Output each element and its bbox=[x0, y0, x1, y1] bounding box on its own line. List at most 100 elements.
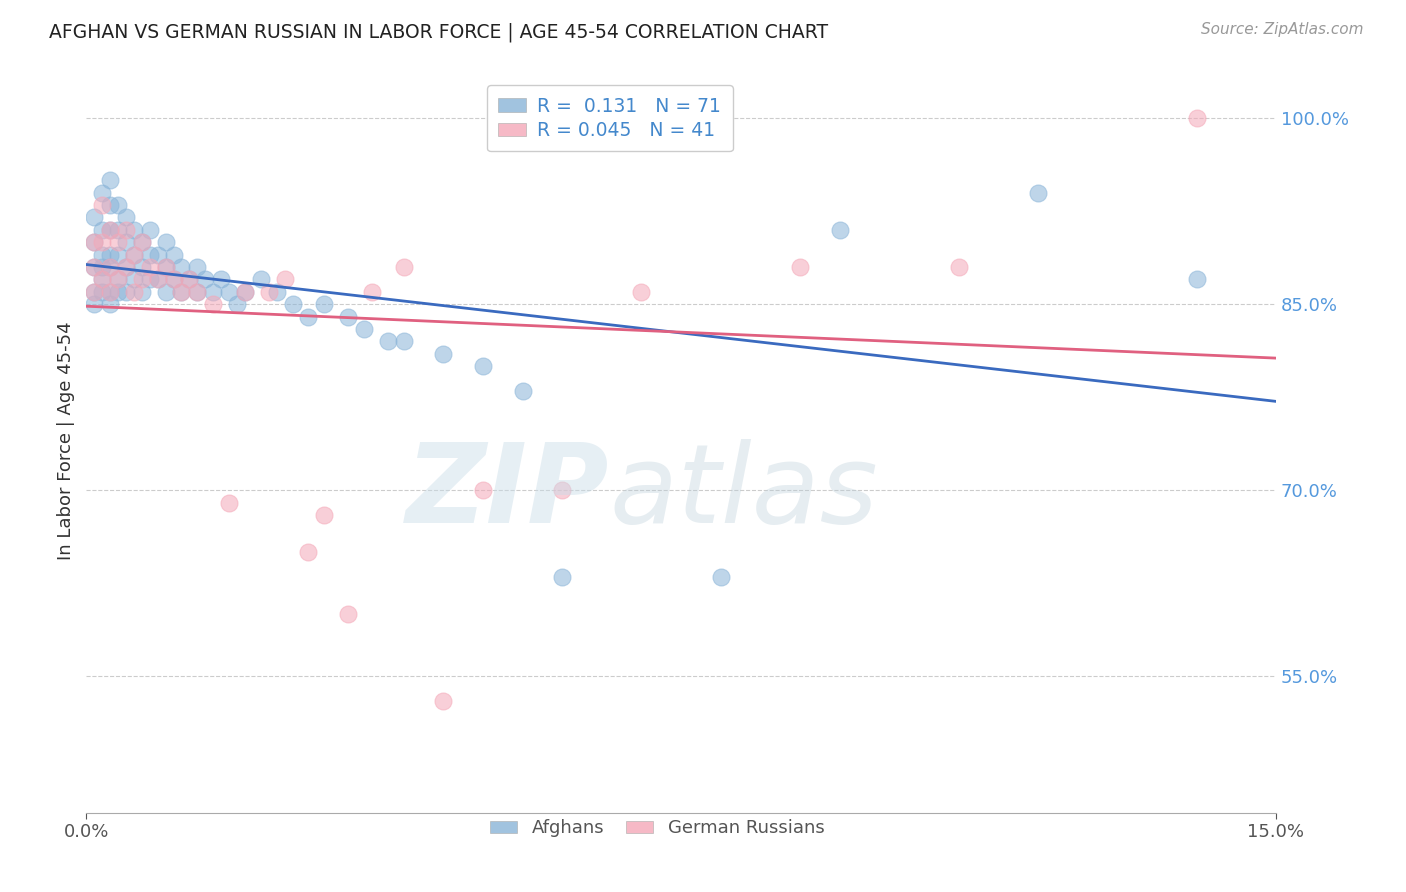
Point bbox=[83, 211, 105, 225]
Point bbox=[281, 297, 304, 311]
Point bbox=[91, 260, 114, 274]
Point bbox=[194, 272, 217, 286]
Point bbox=[115, 260, 138, 274]
Point bbox=[107, 285, 129, 299]
Point bbox=[162, 247, 184, 261]
Point bbox=[353, 322, 375, 336]
Point bbox=[170, 285, 193, 299]
Point bbox=[83, 285, 105, 299]
Point bbox=[139, 223, 162, 237]
Point bbox=[314, 297, 336, 311]
Point bbox=[131, 260, 153, 274]
Point bbox=[91, 285, 114, 299]
Point bbox=[1026, 186, 1049, 200]
Point bbox=[1185, 111, 1208, 125]
Point bbox=[122, 272, 145, 286]
Point bbox=[551, 570, 574, 584]
Point bbox=[392, 260, 415, 274]
Point bbox=[107, 198, 129, 212]
Point bbox=[91, 247, 114, 261]
Point bbox=[146, 247, 169, 261]
Point bbox=[107, 247, 129, 261]
Point bbox=[98, 285, 121, 299]
Point bbox=[471, 483, 494, 497]
Point bbox=[131, 285, 153, 299]
Point bbox=[98, 247, 121, 261]
Point bbox=[432, 694, 454, 708]
Point bbox=[98, 173, 121, 187]
Point bbox=[630, 285, 652, 299]
Point bbox=[122, 247, 145, 261]
Point bbox=[146, 272, 169, 286]
Point bbox=[131, 235, 153, 249]
Point bbox=[83, 235, 105, 249]
Point bbox=[115, 223, 138, 237]
Point bbox=[202, 297, 225, 311]
Point bbox=[122, 223, 145, 237]
Point bbox=[115, 285, 138, 299]
Point bbox=[257, 285, 280, 299]
Point bbox=[98, 297, 121, 311]
Point bbox=[107, 272, 129, 286]
Point bbox=[186, 260, 208, 274]
Point bbox=[107, 235, 129, 249]
Point bbox=[179, 272, 201, 286]
Point bbox=[226, 297, 249, 311]
Point bbox=[789, 260, 811, 274]
Legend: Afghans, German Russians: Afghans, German Russians bbox=[484, 812, 831, 845]
Point bbox=[131, 235, 153, 249]
Point bbox=[218, 285, 240, 299]
Point bbox=[186, 285, 208, 299]
Point bbox=[233, 285, 256, 299]
Point bbox=[155, 285, 177, 299]
Point bbox=[314, 508, 336, 522]
Point bbox=[337, 607, 360, 622]
Point bbox=[432, 347, 454, 361]
Point bbox=[98, 260, 121, 274]
Point bbox=[170, 285, 193, 299]
Point bbox=[98, 223, 121, 237]
Text: ZIP: ZIP bbox=[406, 439, 610, 546]
Point bbox=[297, 545, 319, 559]
Point bbox=[377, 334, 399, 349]
Point bbox=[91, 272, 114, 286]
Point bbox=[273, 272, 295, 286]
Text: Source: ZipAtlas.com: Source: ZipAtlas.com bbox=[1201, 22, 1364, 37]
Point bbox=[209, 272, 232, 286]
Point bbox=[360, 285, 382, 299]
Point bbox=[98, 285, 121, 299]
Point bbox=[828, 223, 851, 237]
Point bbox=[471, 359, 494, 373]
Text: AFGHAN VS GERMAN RUSSIAN IN LABOR FORCE | AGE 45-54 CORRELATION CHART: AFGHAN VS GERMAN RUSSIAN IN LABOR FORCE … bbox=[49, 22, 828, 42]
Point bbox=[131, 272, 153, 286]
Point bbox=[91, 223, 114, 237]
Point bbox=[122, 247, 145, 261]
Point bbox=[186, 285, 208, 299]
Point bbox=[83, 260, 105, 274]
Point bbox=[233, 285, 256, 299]
Point bbox=[115, 235, 138, 249]
Point bbox=[98, 223, 121, 237]
Point bbox=[83, 285, 105, 299]
Point bbox=[107, 272, 129, 286]
Point bbox=[155, 235, 177, 249]
Point bbox=[337, 310, 360, 324]
Point bbox=[91, 235, 114, 249]
Point bbox=[83, 297, 105, 311]
Y-axis label: In Labor Force | Age 45-54: In Labor Force | Age 45-54 bbox=[58, 321, 75, 560]
Point bbox=[162, 272, 184, 286]
Point bbox=[162, 272, 184, 286]
Point bbox=[83, 260, 105, 274]
Point bbox=[512, 384, 534, 398]
Point bbox=[91, 186, 114, 200]
Point bbox=[146, 272, 169, 286]
Point bbox=[155, 260, 177, 274]
Point bbox=[98, 198, 121, 212]
Point bbox=[139, 272, 162, 286]
Point bbox=[139, 247, 162, 261]
Text: atlas: atlas bbox=[610, 439, 879, 546]
Point bbox=[710, 570, 733, 584]
Point bbox=[91, 272, 114, 286]
Point bbox=[115, 211, 138, 225]
Point bbox=[83, 235, 105, 249]
